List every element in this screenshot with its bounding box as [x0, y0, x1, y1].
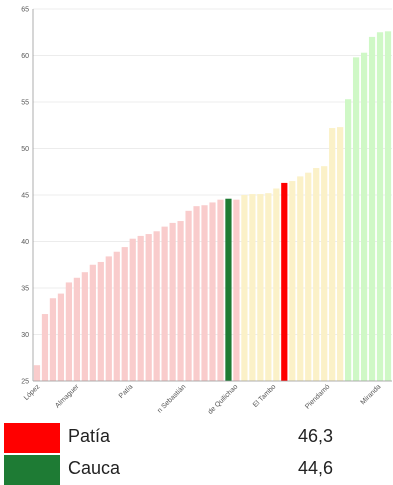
y-tick-label: 45 [21, 193, 29, 200]
y-tick-label: 30 [21, 332, 29, 339]
y-tick-label: 35 [21, 286, 29, 293]
legend-value-cauca: 44,6 [298, 458, 334, 478]
bar [73, 277, 80, 381]
x-tick-label: Piendamó [304, 383, 331, 410]
legend-swatch-cauca [4, 455, 60, 485]
bar [321, 166, 328, 381]
bar [217, 199, 224, 381]
bar [337, 127, 344, 381]
bar [384, 31, 392, 381]
bar [137, 235, 144, 381]
x-tick-label: El Tambo [252, 383, 278, 409]
bar-chart: 25 30 35 40 45 50 55 60 65 López Almaguer Patía n Se… [21, 7, 392, 416]
bar [65, 282, 73, 381]
bar [193, 206, 200, 381]
bar [257, 194, 264, 381]
bar [281, 182, 288, 381]
bar [313, 168, 320, 381]
x-tick-label: Patía [118, 383, 135, 400]
bar [233, 199, 240, 381]
bar [169, 222, 176, 381]
y-tick-label: 65 [21, 7, 29, 14]
legend-value-patia: 46,3 [298, 426, 334, 446]
bar [329, 128, 336, 381]
bar [33, 365, 41, 381]
bar [177, 221, 184, 381]
bar [352, 57, 360, 382]
legend-swatch-patia [4, 423, 60, 453]
y-tick-label: 50 [21, 146, 29, 153]
legend-item-cauca: Cauca 44,6 [4, 455, 384, 485]
bar [201, 205, 208, 381]
bar [209, 202, 216, 381]
legend-label-cauca: Cauca [68, 458, 121, 478]
y-tick-label: 55 [21, 100, 29, 107]
y-tick-label: 60 [21, 53, 29, 60]
bar [376, 32, 384, 381]
bar [241, 195, 248, 381]
bar [368, 36, 376, 382]
bar [113, 251, 120, 381]
x-tick-label: n Sebastián [156, 383, 187, 414]
x-tick-label: Miranda [360, 383, 383, 406]
bar [289, 181, 296, 381]
bar [105, 256, 112, 381]
bar [129, 238, 136, 381]
bar [49, 298, 57, 381]
bar [305, 172, 312, 381]
y-tick-label: 40 [21, 239, 29, 246]
bar [121, 247, 128, 381]
bar [265, 193, 272, 381]
bar [153, 231, 160, 381]
y-tick-label: 25 [21, 379, 29, 386]
bar [145, 234, 152, 381]
bar [185, 210, 192, 381]
bar [297, 176, 304, 381]
bar [273, 188, 280, 381]
bar [81, 272, 88, 381]
bar [161, 226, 168, 381]
legend-item-patia: Patía 46,3 [4, 423, 384, 453]
bar [57, 293, 65, 381]
bar [89, 264, 96, 381]
bar [360, 52, 368, 382]
bar [249, 194, 256, 381]
x-tick-label: López [23, 383, 42, 402]
bar [41, 314, 49, 381]
bar [225, 198, 232, 381]
legend-label-patia: Patía [68, 426, 111, 446]
x-tick-label: Almaguer [54, 383, 81, 410]
x-tick-label: de Quilichao [207, 383, 240, 416]
bar [345, 99, 352, 382]
bar [97, 261, 104, 381]
